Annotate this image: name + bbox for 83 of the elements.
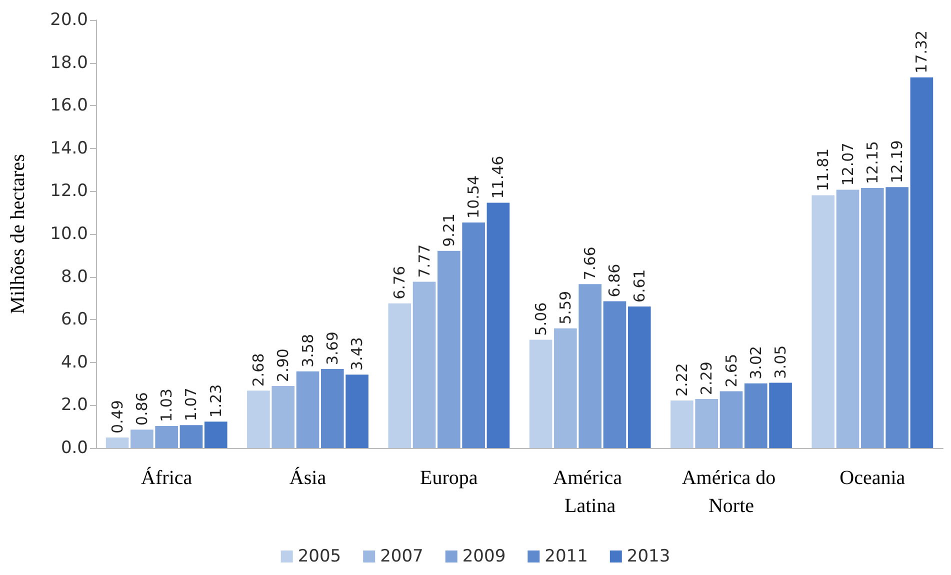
data-label: 6.86 [606, 264, 624, 298]
bar [886, 187, 908, 448]
bar [836, 190, 860, 448]
y-tick-label: 14.0 [50, 138, 88, 158]
data-label: 3.69 [323, 332, 342, 366]
bar [910, 77, 934, 448]
data-label: 3.58 [298, 334, 317, 368]
data-label: 2.65 [722, 354, 740, 388]
bar [106, 438, 129, 448]
bar [744, 383, 768, 448]
bar [388, 303, 412, 448]
data-label: 0.49 [108, 400, 126, 434]
legend-label: 2005 [298, 546, 342, 566]
bar [486, 202, 510, 448]
bar [296, 371, 320, 448]
y-tick-label: 6.0 [60, 310, 88, 330]
bar [462, 222, 485, 448]
data-label: 3.02 [746, 346, 765, 380]
data-label: 12.19 [888, 140, 906, 184]
legend-label: 2009 [462, 546, 506, 566]
data-label: 10.54 [464, 175, 483, 218]
bar [554, 328, 577, 448]
y-tick-label: 0.0 [60, 438, 88, 458]
data-label: 12.07 [838, 142, 857, 186]
data-label: 1.23 [206, 384, 225, 418]
data-label: 2.90 [274, 348, 292, 382]
y-tick-label: 18.0 [50, 52, 88, 73]
bar [603, 301, 626, 448]
y-axis-title: Milhões de hectares [7, 154, 29, 314]
bar [204, 422, 228, 448]
data-label: 0.86 [132, 392, 151, 426]
bar [670, 400, 694, 448]
y-tick-label: 10.0 [50, 224, 88, 244]
legend-label: 2007 [380, 546, 424, 566]
bar [272, 386, 295, 448]
bar [720, 391, 743, 448]
x-tick-label: Oceania [840, 467, 906, 489]
data-label: 3.43 [348, 337, 366, 371]
y-tick-label: 2.0 [60, 395, 88, 416]
bar [812, 195, 835, 448]
y-tick-label: 16.0 [50, 96, 88, 116]
data-label: 11.46 [489, 156, 508, 199]
data-label: 12.15 [863, 141, 882, 184]
bar [529, 340, 552, 448]
data-label: 11.81 [814, 148, 832, 192]
data-label: 3.05 [772, 345, 790, 379]
y-tick-label: 8.0 [60, 266, 88, 287]
bar [861, 188, 884, 448]
data-label: 5.59 [556, 290, 574, 324]
x-tick-label: Ásia [289, 466, 326, 489]
x-tick-label: África [141, 466, 192, 489]
y-tick-label: 20.0 [50, 10, 88, 30]
y-tick-label: 4.0 [60, 352, 88, 372]
bar [628, 306, 651, 448]
data-label: 7.66 [581, 246, 600, 280]
data-label: 2.22 [672, 363, 691, 396]
legend-label: 2013 [626, 546, 670, 566]
data-label: 2.29 [698, 362, 716, 395]
bar [412, 282, 436, 448]
bar [438, 250, 460, 448]
data-label: 1.07 [182, 388, 200, 422]
bar [769, 382, 792, 448]
data-label: 17.32 [912, 30, 931, 74]
x-tick-label: América do Norte [682, 467, 781, 517]
bar [155, 426, 178, 448]
data-label: 5.06 [532, 302, 550, 336]
x-tick-label: América Latina [553, 467, 628, 517]
bar [578, 284, 602, 448]
data-label: 6.76 [390, 266, 409, 300]
x-tick-label: Europa [420, 467, 478, 489]
data-label: 2.68 [249, 353, 268, 387]
data-label: 6.61 [630, 269, 648, 303]
legend-label: 2011 [544, 546, 588, 566]
bar [130, 430, 154, 448]
bar [247, 390, 270, 448]
y-tick-label: 12.0 [50, 181, 88, 202]
bar [346, 374, 368, 448]
data-label: 1.03 [158, 388, 176, 422]
bar [180, 425, 203, 448]
bar [320, 369, 344, 448]
data-label: 7.77 [415, 244, 434, 278]
bar [695, 398, 718, 448]
data-label: 9.21 [440, 214, 458, 247]
